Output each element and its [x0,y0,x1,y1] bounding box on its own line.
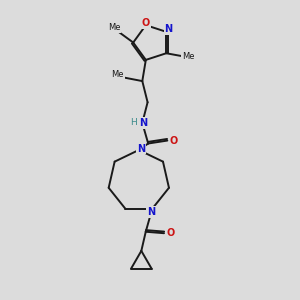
Text: N: N [164,24,173,34]
Text: N: N [147,207,155,217]
Text: H: H [130,118,137,127]
Text: O: O [142,18,150,28]
Text: Me: Me [108,23,121,32]
Text: N: N [137,143,145,154]
Text: Me: Me [111,70,124,79]
Text: O: O [170,136,178,146]
Text: N: N [139,118,147,128]
Text: Me: Me [182,52,195,61]
Text: O: O [167,228,175,238]
